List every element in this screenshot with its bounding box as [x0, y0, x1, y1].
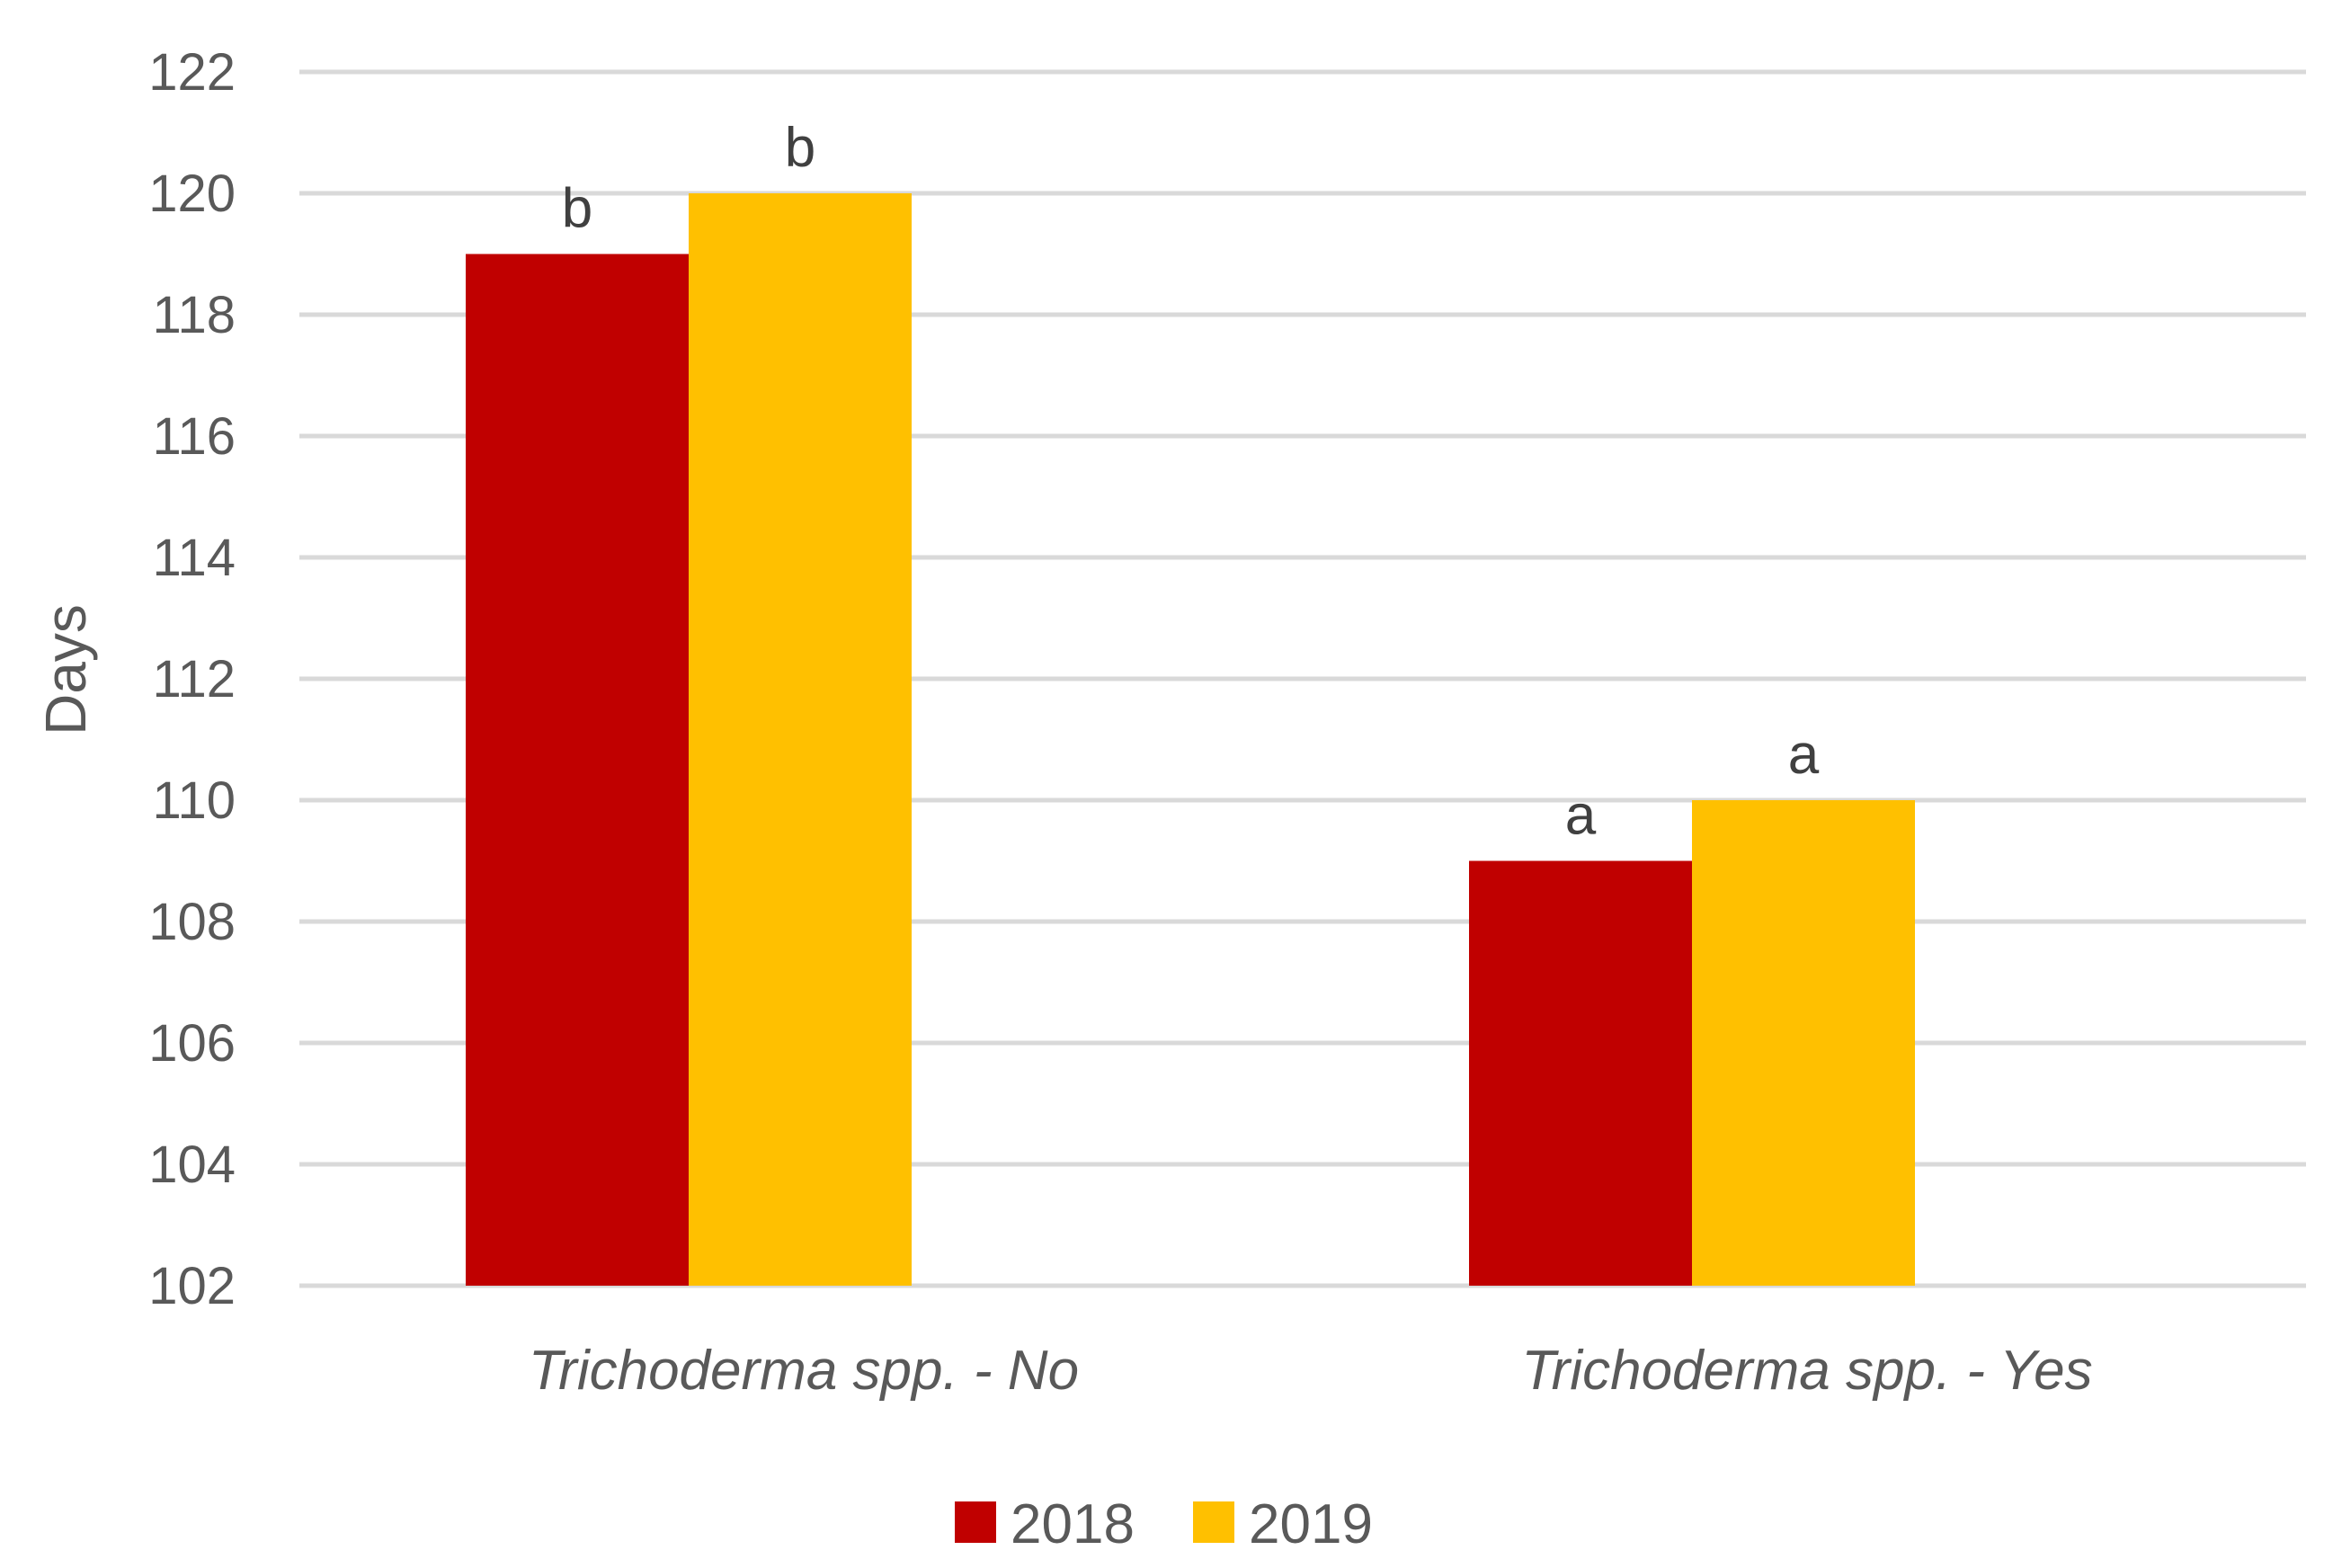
y-tick-label: 108: [148, 893, 236, 951]
y-tick-label: 120: [148, 165, 236, 223]
x-category-label: Trichoderma spp. - No: [529, 1340, 1079, 1402]
x-axis-categories: Trichoderma spp. - No Trichoderma spp. - …: [529, 1340, 2093, 1402]
significance-label: b: [785, 117, 815, 179]
y-tick-label: 114: [153, 529, 236, 587]
bar-2018-1: [466, 254, 689, 1286]
y-tick-label: 118: [153, 286, 236, 344]
y-tick-label: 122: [148, 43, 236, 102]
y-tick-label: 116: [153, 407, 236, 466]
y-tick-label: 110: [153, 771, 236, 830]
legend: 2018 2019: [955, 1493, 1373, 1555]
y-tick-label: 106: [148, 1014, 236, 1073]
legend-label: 2019: [1249, 1493, 1373, 1555]
bar-2018-2: [1469, 860, 1692, 1286]
y-tick-label: 102: [148, 1257, 236, 1315]
y-tick-label: 112: [153, 650, 236, 708]
legend-swatch-2019: [1193, 1501, 1234, 1543]
significance-label: a: [1565, 785, 1597, 847]
bars: [466, 193, 1915, 1286]
significance-label: a: [1788, 724, 1820, 786]
y-axis-ticks: 102 104 106 108 110 112 114 116 118 120 122: [148, 43, 236, 1315]
bar-2019-1: [689, 193, 912, 1286]
legend-label: 2018: [1011, 1493, 1135, 1555]
significance-label: b: [562, 178, 592, 240]
legend-swatch-2018: [955, 1501, 996, 1543]
y-tick-label: 104: [148, 1136, 236, 1194]
significance-labels: b b a a: [562, 117, 1820, 847]
x-category-label: Trichoderma spp. - Yes: [1521, 1340, 2092, 1402]
y-axis-label: Days: [33, 604, 98, 735]
bar-2019-2: [1692, 800, 1915, 1286]
